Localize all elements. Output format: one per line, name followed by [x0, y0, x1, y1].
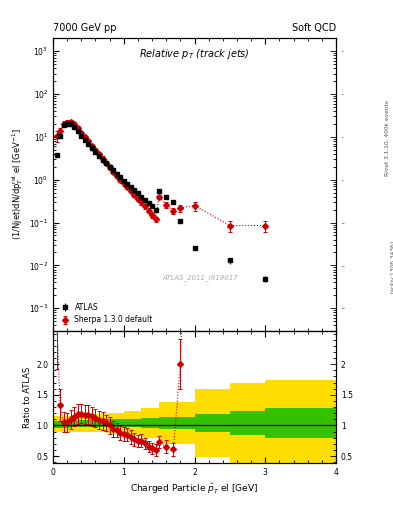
Text: Relative $p_{T}$ (track jets): Relative $p_{T}$ (track jets) [139, 47, 250, 61]
Text: Rivet 3.1.10, 400k events: Rivet 3.1.10, 400k events [385, 100, 389, 176]
Text: 7000 GeV pp: 7000 GeV pp [53, 23, 117, 33]
Legend: ATLAS, Sherpa 1.3.0 default: ATLAS, Sherpa 1.3.0 default [57, 301, 155, 327]
Text: [arXiv:1306.3436]: [arXiv:1306.3436] [389, 240, 393, 293]
Y-axis label: (1/Njet)dN/dp$^{\rm rel}_T$ el [GeV$^{-1}$]: (1/Njet)dN/dp$^{\rm rel}_T$ el [GeV$^{-1… [10, 129, 25, 240]
Text: Soft QCD: Soft QCD [292, 23, 336, 33]
Y-axis label: Ratio to ATLAS: Ratio to ATLAS [23, 366, 32, 428]
Text: ATLAS_2011_I919017: ATLAS_2011_I919017 [162, 274, 238, 282]
X-axis label: Charged Particle $\hat{p}_{T}$ el [GeV]: Charged Particle $\hat{p}_{T}$ el [GeV] [130, 481, 259, 496]
